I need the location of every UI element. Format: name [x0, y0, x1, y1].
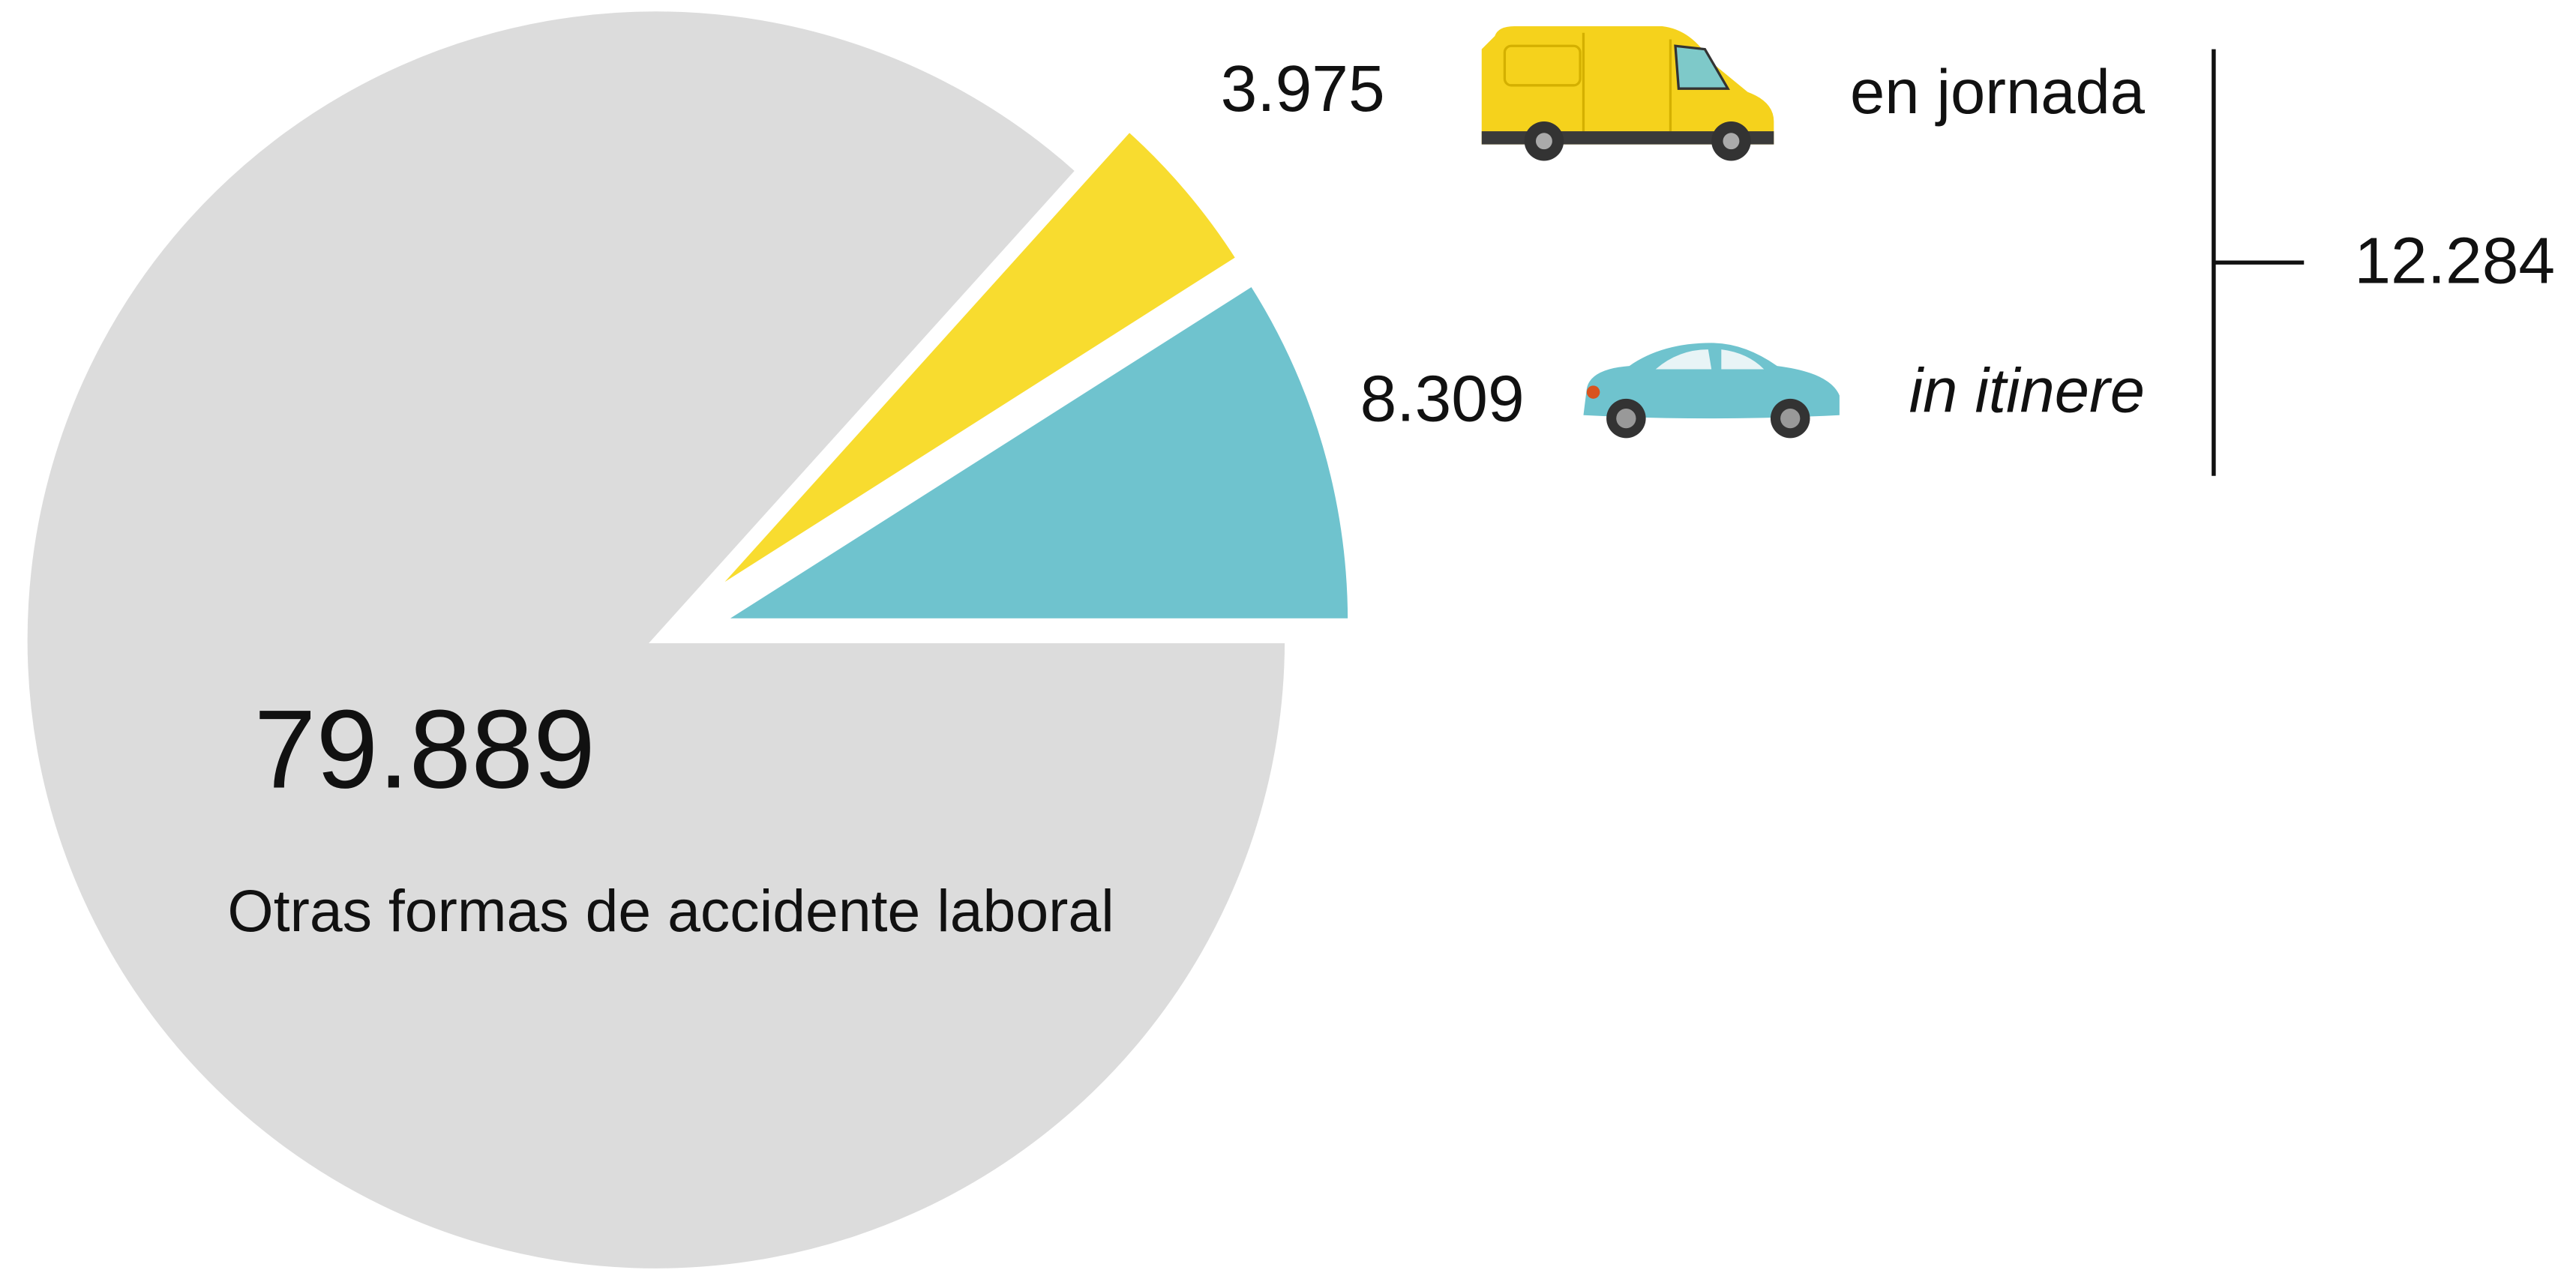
pie-slice	[703, 123, 1244, 601]
pie-slice	[20, 4, 1291, 1270]
car-icon	[1583, 343, 1840, 439]
van-icon	[1481, 26, 1774, 161]
category-label: in itinere	[1909, 355, 2145, 425]
category-label: en jornada	[1850, 57, 2146, 127]
category-label: Otras formas de accidente laboral	[227, 878, 1114, 944]
value-label: 3.975	[1221, 52, 1385, 125]
value-label: 8.309	[1360, 362, 1525, 436]
total-label: 12.284	[2354, 224, 2555, 298]
value-label: 79.889	[254, 686, 595, 811]
pie-slice	[707, 277, 1354, 625]
